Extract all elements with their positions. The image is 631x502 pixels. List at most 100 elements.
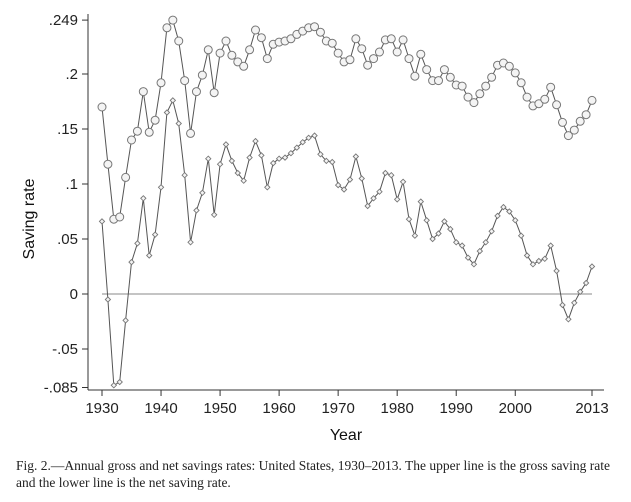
net-rate-point bbox=[565, 316, 572, 323]
gross-rate-point bbox=[357, 44, 367, 54]
gross-rate-point bbox=[150, 115, 160, 125]
net-rate-point bbox=[305, 134, 312, 142]
net-rate-point bbox=[506, 208, 513, 215]
net-rate-point bbox=[175, 120, 182, 127]
gross-rate-point bbox=[221, 36, 231, 46]
net-rate-point bbox=[234, 169, 242, 177]
gross-rate-point bbox=[516, 78, 526, 88]
y-tick-label: -.085 bbox=[44, 380, 78, 397]
net-rate-point bbox=[205, 155, 212, 162]
gross-rate-point bbox=[510, 68, 520, 78]
gross-rate-point bbox=[186, 128, 196, 138]
net-rate-point bbox=[417, 198, 425, 205]
net-rate-point bbox=[588, 263, 596, 270]
gross-rate-point bbox=[363, 60, 373, 70]
net-rate-point bbox=[382, 169, 389, 177]
net-rate-point bbox=[104, 296, 112, 303]
gross-rate-point bbox=[191, 87, 201, 97]
gross-rate-point bbox=[103, 159, 113, 169]
net-rate-point bbox=[352, 153, 360, 160]
net-rate-point bbox=[488, 228, 495, 235]
net-rate-point bbox=[435, 230, 442, 237]
gross-rate-point bbox=[121, 172, 131, 182]
gross-rate-point bbox=[132, 126, 142, 136]
x-tick-label: 2000 bbox=[499, 400, 532, 417]
gross-rate-point bbox=[404, 54, 414, 64]
net-rate-point bbox=[275, 155, 283, 162]
gross-rate-point bbox=[180, 76, 190, 86]
gross-rate-point bbox=[315, 27, 325, 37]
net-rate-point bbox=[529, 261, 537, 268]
gross-rate-point bbox=[127, 135, 137, 145]
net-rate-point bbox=[193, 207, 200, 214]
gross-rate-point bbox=[581, 110, 591, 120]
gross-rate-point bbox=[563, 131, 573, 141]
y-tick-label: .2 bbox=[65, 66, 78, 83]
gross-rate-point bbox=[546, 82, 556, 92]
net-rate-point bbox=[311, 132, 318, 139]
gross-rate-point bbox=[250, 25, 260, 35]
net-rate-point bbox=[140, 195, 147, 202]
net-rate-point bbox=[264, 184, 271, 191]
net-rate-point bbox=[411, 232, 419, 239]
net-rate-point bbox=[370, 195, 377, 202]
y-tick-label: .1 bbox=[65, 176, 78, 193]
net-rate-point bbox=[299, 138, 306, 146]
net-rate-point bbox=[134, 240, 141, 247]
gross-rate-point bbox=[245, 45, 255, 55]
x-tick-label: 1970 bbox=[321, 400, 354, 417]
figure-caption: Fig. 2.—Annual gross and net savings rat… bbox=[16, 458, 611, 490]
net-rate-point bbox=[512, 217, 519, 224]
gross-rate-point bbox=[439, 65, 449, 75]
net-rate-point bbox=[571, 299, 578, 307]
net-rate-point bbox=[269, 159, 277, 167]
net-rate-point bbox=[151, 231, 159, 238]
gross-rate-point bbox=[434, 76, 444, 86]
gross-rate-point bbox=[333, 48, 343, 58]
net-rate-point bbox=[181, 171, 188, 179]
gross-rate-point bbox=[416, 49, 426, 59]
y-tick-label: .249 bbox=[49, 12, 78, 29]
gross-rate-point bbox=[487, 72, 497, 82]
net-rate-point bbox=[423, 217, 430, 224]
net-rate-point bbox=[281, 154, 289, 161]
gross-rate-point bbox=[392, 47, 402, 57]
net-rate-point bbox=[293, 144, 301, 151]
net-rate-point bbox=[358, 175, 365, 182]
net-rate-point bbox=[128, 258, 135, 266]
x-tick-label: 2013 bbox=[575, 400, 608, 417]
gross-rate-point bbox=[445, 72, 455, 82]
net-rate-point bbox=[334, 181, 342, 189]
net-rate-point bbox=[346, 176, 354, 183]
net-rate-point bbox=[329, 158, 336, 166]
net-rate-point bbox=[228, 157, 236, 165]
gross-rate-point bbox=[457, 81, 467, 91]
net-rate-point bbox=[246, 154, 253, 161]
net-saving-line bbox=[101, 98, 593, 387]
net-rate-point bbox=[187, 239, 194, 246]
y-tick-label: .05 bbox=[57, 231, 78, 248]
gross-rate-point bbox=[138, 87, 148, 97]
x-tick-label: 1930 bbox=[85, 400, 118, 417]
net-rate-point bbox=[441, 218, 448, 225]
net-rate-point bbox=[576, 288, 584, 296]
net-rate-point bbox=[476, 247, 484, 255]
plot-frame bbox=[87, 14, 604, 391]
y-axis-title: Saving rate bbox=[21, 178, 38, 259]
net-rate-point bbox=[500, 203, 507, 211]
net-rate-point bbox=[252, 137, 259, 145]
net-rate-point bbox=[376, 188, 383, 195]
net-rate-point bbox=[145, 252, 153, 259]
gross-rate-point bbox=[239, 61, 249, 71]
net-rate-point bbox=[216, 160, 224, 168]
gross-rate-point bbox=[398, 35, 408, 45]
gross-rate-point bbox=[286, 34, 296, 44]
gross-rate-point bbox=[156, 78, 166, 88]
net-rate-point bbox=[482, 239, 489, 246]
gross-rate-point bbox=[422, 65, 432, 75]
gross-rate-point bbox=[369, 54, 379, 64]
x-tick-label: 1950 bbox=[203, 400, 236, 417]
gross-rate-point bbox=[115, 212, 125, 222]
net-rate-point bbox=[535, 257, 543, 265]
